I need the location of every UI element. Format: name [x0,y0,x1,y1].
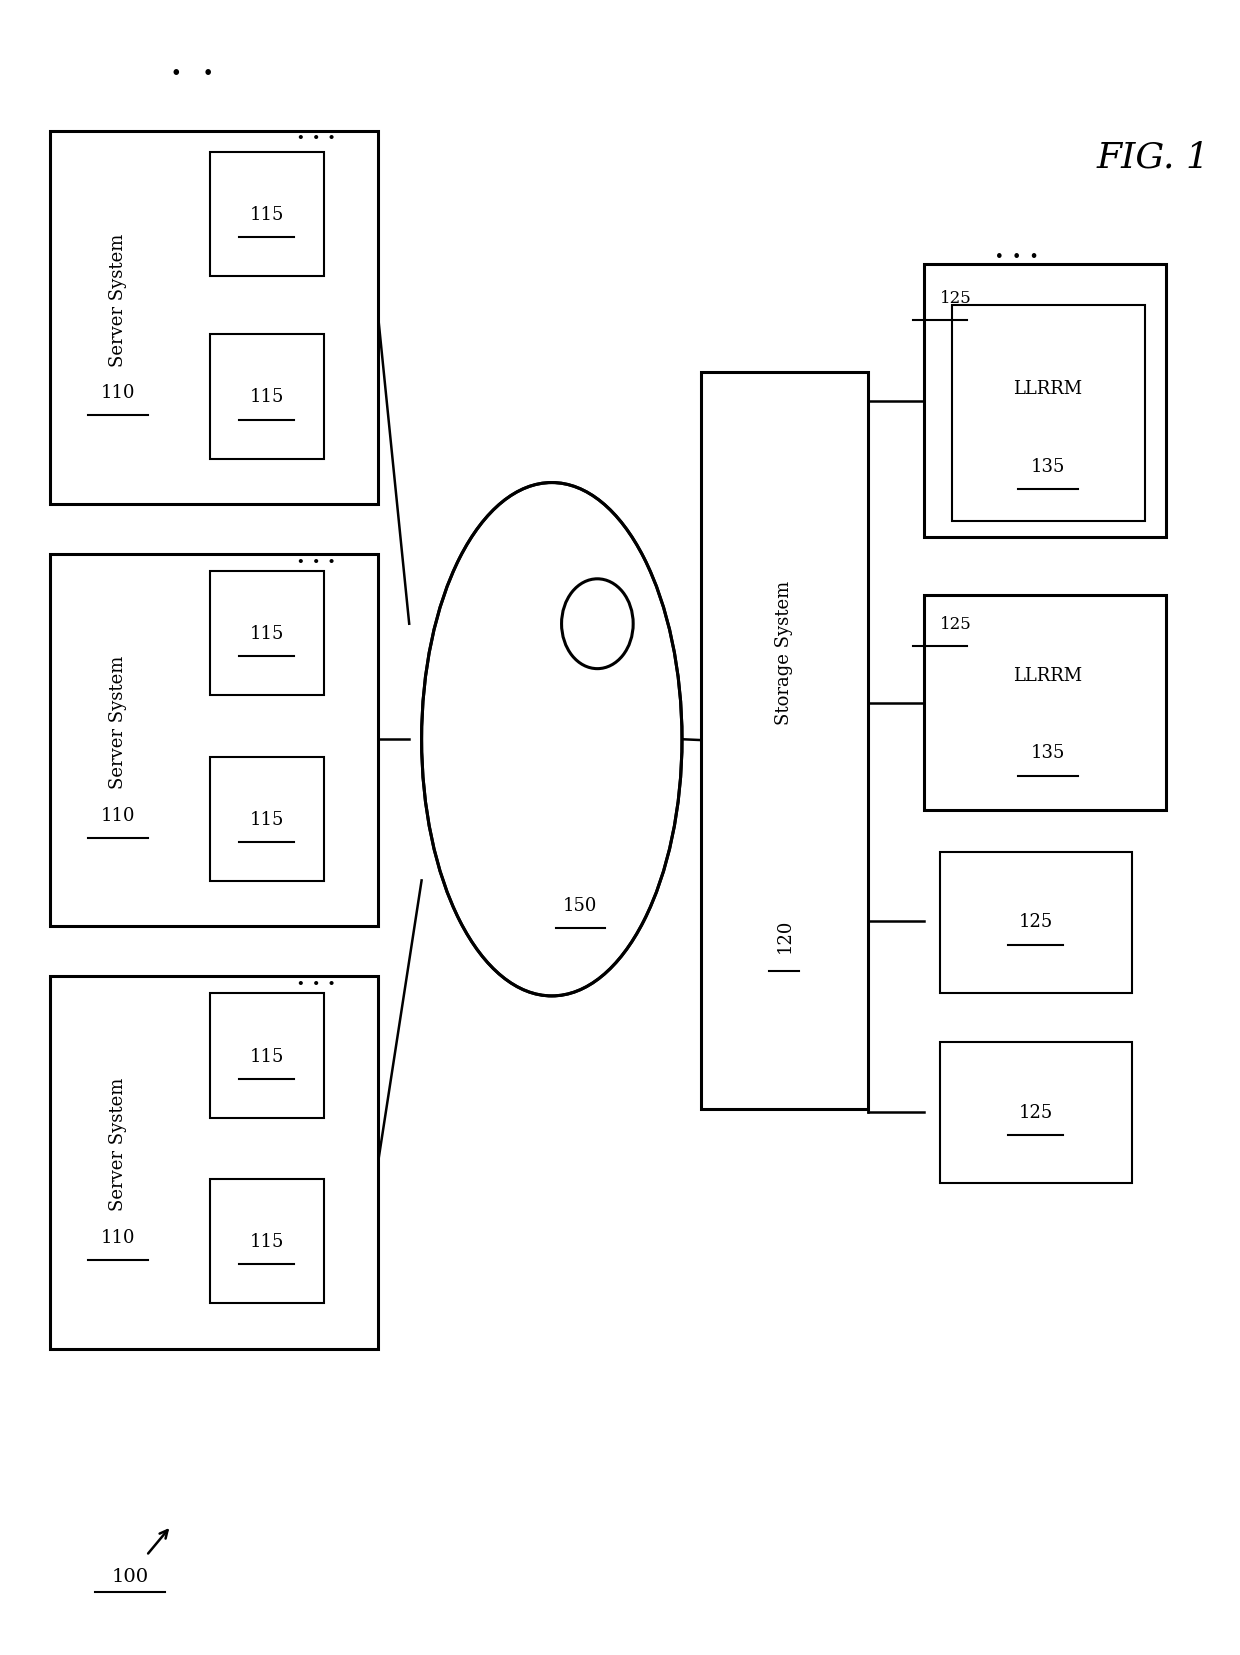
Text: LLRRM: LLRRM [1013,667,1083,684]
Bar [210,758,324,880]
Text: 115: 115 [249,811,284,828]
Text: Storage System: Storage System [775,581,794,725]
Text: FIG. 1: FIG. 1 [1096,141,1210,174]
Bar [940,1043,1132,1183]
Bar [210,1178,324,1304]
Bar [952,306,1145,521]
Text: 125: 125 [1018,1104,1053,1120]
Text: 115: 115 [249,389,284,405]
Text: 115: 115 [249,1048,284,1064]
Text: Server System: Server System [109,233,126,367]
Bar [940,852,1132,993]
Bar [210,993,324,1119]
Ellipse shape [562,579,634,669]
Bar [50,976,378,1349]
Text: 135: 135 [1030,458,1065,475]
Text: · · ·: · · · [298,127,335,151]
Text: · · ·: · · · [298,551,335,574]
Text: 115: 115 [249,207,284,223]
Bar [50,554,378,927]
Ellipse shape [422,483,682,996]
Bar [210,336,324,458]
Text: 120: 120 [775,919,794,952]
Ellipse shape [567,589,629,660]
Text: · · ·: · · · [298,973,335,996]
Text: 125: 125 [1018,914,1053,930]
Text: 110: 110 [100,806,135,824]
Text: · · ·: · · · [996,245,1038,268]
Text: 150: 150 [563,897,598,914]
Text: 125: 125 [940,290,972,306]
Text: 115: 115 [249,626,284,642]
Text: 125: 125 [940,616,972,632]
Text: 110: 110 [100,384,135,402]
Bar [210,573,324,695]
Text: 115: 115 [249,1233,284,1250]
Text: ·  ·: · · [171,60,213,89]
Bar [701,372,868,1109]
Bar [50,132,378,505]
Text: Server System: Server System [109,1077,126,1211]
Text: 135: 135 [1030,745,1065,761]
Text: 110: 110 [100,1228,135,1246]
Bar [210,154,324,276]
Text: 100: 100 [112,1567,149,1584]
Text: LLRRM: LLRRM [1013,381,1083,397]
Bar [924,596,1166,811]
Text: Server System: Server System [109,655,126,789]
Bar [924,265,1166,538]
